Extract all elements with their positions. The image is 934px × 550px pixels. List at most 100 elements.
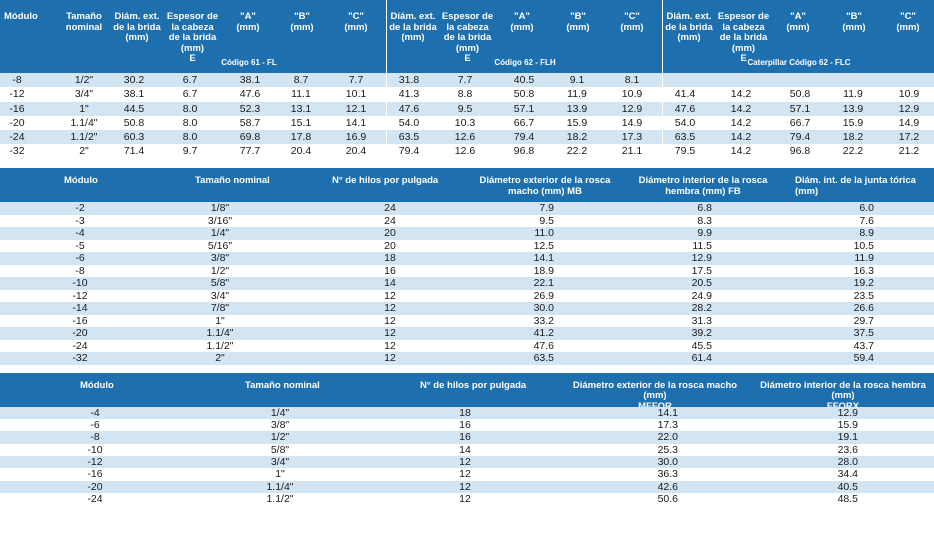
table-cell: 6.8 xyxy=(697,202,712,214)
table-cell: 79.4 xyxy=(789,131,811,144)
group-fl: Código 61 - FL xyxy=(221,58,277,67)
table-cell: 28.2 xyxy=(691,302,712,314)
table-cell: -6 xyxy=(90,418,100,431)
table-cell: 30.2 xyxy=(123,74,145,86)
table-row: -5 5/16" 20 12.5 11.5 10.5 xyxy=(0,239,934,252)
table-row: -10 5/8" 14 25.3 23.6 xyxy=(0,443,934,457)
header-espesor-fl: Espesor de la cabeza de la brida (mm) E xyxy=(165,11,220,65)
table-cell: -24 xyxy=(9,131,25,144)
table-cell: 15.9 xyxy=(566,116,588,129)
table-cell: 9.5 xyxy=(539,214,554,227)
table-cell: -20 xyxy=(87,480,103,493)
header-e-flh: E xyxy=(464,53,471,64)
table-cell: 1.1/2" xyxy=(266,493,294,506)
header-tamano: Tamaño nominal xyxy=(245,379,320,391)
table-cell: 2" xyxy=(215,352,225,364)
table-cell: 66.7 xyxy=(513,116,535,129)
header-junta: Diám. int. de la junta tórica (mm) xyxy=(795,175,916,197)
table-cell: 50.8 xyxy=(789,88,811,101)
table-cell: 59.4 xyxy=(853,352,874,364)
flange-table: Módulo Tamaño nominal Diám. ext. de la b… xyxy=(0,0,934,159)
table-cell: 20.4 xyxy=(345,145,367,158)
table-cell: 22.1 xyxy=(533,277,554,289)
table-cell: 12 xyxy=(384,314,396,327)
table-cell: -8 xyxy=(75,264,85,277)
table-row: -32 2" 71.4 9.7 77.7 20.4 20.4 79.4 12.6 96.8 22.2… xyxy=(0,144,934,159)
table-cell: 1/4" xyxy=(210,227,230,239)
table-cell: 15.1 xyxy=(290,116,312,129)
table-cell: 1/2" xyxy=(74,74,94,86)
table-cell: 16 xyxy=(384,264,396,277)
table-cell: 77.7 xyxy=(239,145,261,158)
table-cell: 61.4 xyxy=(691,352,712,364)
table-cell: 12 xyxy=(459,493,471,506)
table-row: -12 3/4" 38.1 6.7 47.6 11.1 10.1 41.3 8.8 50.8 11.… xyxy=(0,87,934,102)
table-cell: 66.7 xyxy=(789,116,811,129)
table-row: -16 1" 44.5 8.0 52.3 13.1 12.1 47.6 9.5 57.1 13.9 1… xyxy=(0,101,934,116)
table-cell: 8.0 xyxy=(182,131,198,144)
table-row: -32 2" 12 63.5 61.4 59.4 xyxy=(0,352,934,365)
thread-table: Módulo Tamaño nominal N° de hilos por pu… xyxy=(0,168,934,365)
table-cell: 11.9 xyxy=(854,252,874,264)
table-cell: 47.6 xyxy=(398,102,420,115)
table-row: -20 1.1/4" 12 41.2 39.2 37.5 xyxy=(0,327,934,340)
header-espesor-flc: Espesor de la cabeza de la brida (mm) E xyxy=(716,11,771,65)
table-cell: 50.6 xyxy=(657,493,678,506)
table-cell: 29.7 xyxy=(853,314,874,327)
header-tamano: Tamaño nominal xyxy=(195,175,270,186)
header-hilos: N° de hilos por pulgada xyxy=(420,379,527,391)
table-row: -2 1/8" 24 7.9 6.8 6.0 xyxy=(0,202,934,215)
table-cell: 43.7 xyxy=(853,339,874,352)
table-cell: 12.9 xyxy=(691,252,712,264)
table-cell: 21.2 xyxy=(898,145,920,158)
table-cell: 3/8" xyxy=(210,252,230,264)
header-macho-sub: MFFOR xyxy=(638,401,672,412)
header-macho: Diámetro exterior de la rosca macho (mm)… xyxy=(560,379,750,413)
table-cell: 7.6 xyxy=(859,214,874,227)
table-cell: 8.1 xyxy=(624,74,640,86)
table-row: -8 1/2" 16 22.0 19.1 xyxy=(0,431,934,444)
table-cell: 31.3 xyxy=(691,314,712,327)
header-macho-text: Diámetro exterior de la rosca macho (mm) xyxy=(572,379,738,401)
table-cell: 23.5 xyxy=(853,289,874,302)
table-cell: 16.9 xyxy=(345,131,367,144)
table-cell: 13.1 xyxy=(290,102,312,115)
table-row: -12 3/4" 12 30.0 28.0 xyxy=(0,456,934,469)
table-gap xyxy=(0,364,934,373)
table-cell: 9.5 xyxy=(457,102,473,115)
table-row: -10 5/8" 14 22.1 20.5 19.2 xyxy=(0,277,934,290)
orfs-table-header: Módulo Tamaño nominal N° de hilos por pu… xyxy=(0,372,934,411)
table-cell: 18 xyxy=(384,252,396,264)
table-cell: 18.2 xyxy=(566,131,588,144)
table-cell: 20 xyxy=(384,227,396,239)
table-cell: 79.4 xyxy=(513,131,535,144)
table-cell: 8.7 xyxy=(293,74,309,86)
table-cell: 14.2 xyxy=(730,116,752,129)
table-cell: 26.9 xyxy=(533,289,554,302)
table-row: -8 1/2" 30.2 6.7 38.1 8.7 7.7 31.8 7.7 40.5 9.1 8.1 xyxy=(0,73,934,88)
table-cell: 11.5 xyxy=(692,239,712,252)
table-cell: 11.9 xyxy=(843,88,863,101)
table-cell: 1.1/2" xyxy=(206,339,234,352)
table-cell: 1" xyxy=(275,468,285,481)
table-cell: 2" xyxy=(79,145,89,158)
table-cell: 20 xyxy=(384,239,396,252)
table-cell: 50.8 xyxy=(513,88,535,101)
table-cell: 11.9 xyxy=(567,88,587,101)
table-cell: 11.0 xyxy=(534,227,554,239)
table-cell: 39.2 xyxy=(691,327,712,339)
header-c-flc: "C" (mm) xyxy=(896,11,920,33)
table-cell: -4 xyxy=(90,406,100,419)
table-cell: 1/4" xyxy=(270,406,290,419)
table-cell: -32 xyxy=(9,145,25,158)
table-cell: 14.2 xyxy=(730,102,752,115)
table-gap xyxy=(0,159,934,168)
table-cell: 42.6 xyxy=(657,480,678,493)
table-cell: 18.2 xyxy=(842,131,864,144)
table-cell: 44.5 xyxy=(123,102,145,115)
table-cell: 52.3 xyxy=(239,102,261,115)
table-cell: 3/4" xyxy=(210,289,230,302)
table-cell: 6.0 xyxy=(859,202,874,214)
table-cell: 36.3 xyxy=(657,468,678,481)
table-cell: 6.7 xyxy=(182,74,198,86)
